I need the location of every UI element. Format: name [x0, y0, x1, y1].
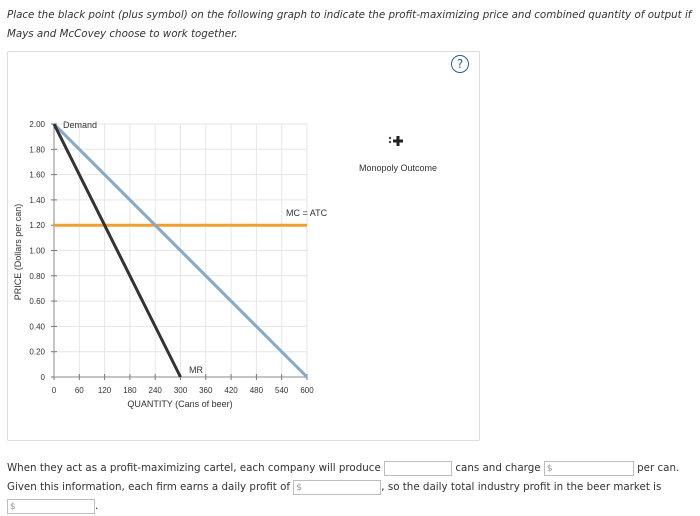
industry-profit-input[interactable]: $ [7, 498, 95, 514]
chart-labels: 0 60 120 180 240 300 360 420 480 540 600 0 0.20 0.40 0… [29, 120, 327, 395]
mr-label: MR [189, 365, 203, 375]
x-tick-label: 240 [149, 386, 163, 395]
x-tick-label: 300 [174, 386, 188, 395]
chart-axes [51, 123, 308, 380]
question-text-2: cans and charge [455, 462, 541, 474]
x-tick-label: 540 [275, 386, 289, 395]
monopoly-outcome-tool[interactable]: Monopoly Outcome [359, 136, 437, 173]
x-tick-label: 0 [52, 386, 57, 395]
help-icon[interactable]: ? [451, 55, 469, 73]
y-tick-label: 1.60 [29, 171, 45, 180]
demand-label: Demand [63, 120, 97, 130]
mr-line [52, 123, 182, 378]
demand-line [52, 122, 309, 379]
y-tick-label: 1.00 [29, 247, 45, 256]
quantity-input[interactable] [384, 460, 453, 476]
supply-demand-chart[interactable]: 0 60 120 180 240 300 360 420 480 540 600 0 0.20 0.40 0… [0, 0, 700, 505]
question-block: When they act as a profit-maximizing car… [7, 459, 697, 516]
y-tick-label: 0.40 [29, 322, 45, 331]
y-tick-label: 0.80 [29, 272, 45, 281]
x-tick-label: 60 [75, 386, 84, 395]
y-tick-label: 1.80 [29, 145, 45, 154]
x-axis-title: QUANTITY (Cans of beer) [127, 399, 232, 409]
question-text-1: When they act as a profit-maximizing car… [7, 462, 381, 474]
x-tick-label: 600 [300, 386, 314, 395]
x-tick-label: 180 [123, 386, 137, 395]
x-tick-label: 360 [199, 386, 213, 395]
y-tick-label: 2.00 [29, 120, 45, 129]
y-axis-title: PRICE (Dollars per can) [13, 204, 23, 301]
plus-marker-icon[interactable] [388, 136, 403, 146]
chart-series [52, 122, 309, 379]
graph-panel [7, 51, 480, 441]
question-text-5: . [95, 500, 99, 512]
price-input[interactable]: $ [543, 460, 634, 476]
y-tick-label: 0 [41, 373, 46, 382]
y-tick-label: 0.60 [29, 297, 45, 306]
x-tick-label: 420 [224, 386, 238, 395]
firm-profit-input[interactable]: $ [293, 479, 382, 495]
instructions-text: Place the black point (plus symbol) on t… [7, 9, 692, 40]
x-tick-label: 120 [98, 386, 112, 395]
x-tick-label: 480 [250, 386, 264, 395]
y-tick-label: 1.40 [29, 196, 45, 205]
question-text-4: , so the daily total industry profit in … [381, 481, 662, 493]
monopoly-outcome-label: Monopoly Outcome [359, 163, 437, 173]
mc-atc-label: MC = ATC [286, 208, 328, 218]
y-tick-label: 0.20 [29, 348, 45, 357]
question-text-3: per can. Given this information, each fi… [7, 462, 680, 493]
y-tick-label: 1.20 [29, 221, 45, 230]
